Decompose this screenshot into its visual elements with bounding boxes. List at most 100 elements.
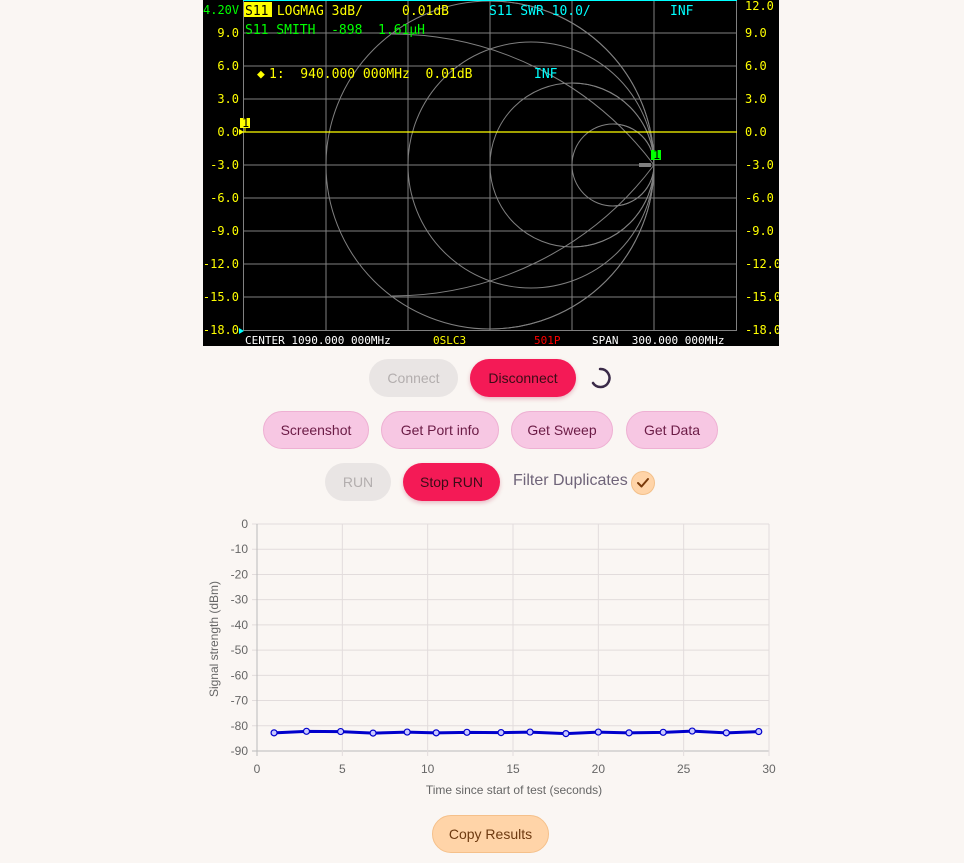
get-sweep-button[interactable]: Get Sweep [511, 411, 613, 449]
marker-flag-green: 1 [639, 148, 661, 167]
y-tick-label: -80 [231, 719, 249, 733]
y-tick-label: -10 [231, 542, 249, 556]
y-tick-label: 0 [241, 517, 248, 531]
data-point [526, 728, 534, 736]
vna-screenshot: 1 1 4.20V S11 LOGMAG 3dB/ 0.01dB S11 SWR… [203, 0, 779, 346]
data-point [463, 728, 471, 736]
checkmark-icon [637, 478, 649, 488]
ch2-format: S11 SWR 10.0/ [489, 4, 591, 19]
data-point [497, 728, 505, 737]
filter-duplicates-label: Filter Duplicates [513, 472, 628, 489]
x-tick-label: 5 [339, 762, 346, 776]
get-port-info-button[interactable]: Get Port info [381, 411, 499, 449]
data-point [625, 729, 633, 737]
right-tick-label: 6.0 [745, 59, 767, 73]
x-tick-label: 10 [421, 762, 435, 776]
y-tick-label: -90 [231, 744, 249, 758]
disconnect-button[interactable]: Disconnect [470, 359, 576, 397]
x-tick-label: 15 [506, 762, 520, 776]
chart-grid [252, 523, 770, 756]
chart-series [270, 727, 763, 738]
right-tick-label: -15.0 [745, 290, 779, 304]
right-tick-label: -3.0 [745, 158, 774, 172]
left-tick-label: 3.0 [217, 92, 239, 106]
right-tick-label: -6.0 [745, 191, 774, 205]
right-tick-label: -9.0 [745, 224, 774, 238]
y-tick-label: -40 [231, 618, 249, 632]
data-point [270, 729, 278, 737]
calibration-status: 0SLC3 [433, 334, 466, 346]
stop-run-button[interactable]: Stop RUN [403, 463, 500, 501]
ch1-badge: S11 [245, 4, 268, 19]
get-data-button[interactable]: Get Data [626, 411, 718, 449]
center-frequency: CENTER 1090.000 000MHz [245, 334, 391, 346]
ch2-value: INF [670, 4, 694, 19]
x-axis-label: Time since start of test (seconds) [426, 783, 602, 797]
data-point [659, 728, 667, 736]
copy-results-button[interactable]: Copy Results [432, 815, 549, 853]
points-count: 501P [534, 334, 561, 346]
right-tick-label: 12.0 [745, 0, 774, 13]
filter-duplicates-checkbox[interactable] [631, 471, 655, 495]
battery-voltage: 4.20V [203, 3, 239, 17]
ch1-badge-bg [244, 2, 272, 17]
smith-chart [325, 0, 655, 330]
data-point [562, 729, 570, 738]
y-tick-label: -20 [231, 567, 249, 581]
run-button[interactable]: RUN [325, 463, 391, 501]
left-tick-label: -3.0 [210, 158, 239, 172]
left-tick-label: 9.0 [217, 26, 239, 40]
left-tick-label: -18.0 [203, 323, 239, 337]
data-point [432, 729, 440, 737]
ref-marker-cyan [239, 328, 244, 334]
marker-readout: 1: 940.000 000MHz 0.01dB [269, 67, 473, 82]
left-tick-label: -9.0 [210, 224, 239, 238]
left-scale: 9.0 6.0 3.0 0.0 -3.0 -6.0 -9.0 -12.0 -15.0 -18.0 [203, 26, 239, 337]
y-tick-label: -60 [231, 668, 249, 682]
data-point [594, 728, 602, 736]
right-tick-label: -18.0 [745, 323, 779, 337]
x-tick-label: 0 [254, 762, 261, 776]
data-point [403, 728, 411, 736]
right-tick-label: 0.0 [745, 125, 767, 139]
ref-marker-yellow [239, 129, 244, 135]
data-point [337, 727, 345, 736]
y-tick-label: -30 [231, 593, 249, 607]
svg-text:1: 1 [653, 148, 660, 162]
right-scale: 12.0 9.0 6.0 3.0 0.0 -3.0 -6.0 -9.0 -12.0 -15.0 -1… [745, 0, 779, 337]
vna-display: 1 1 4.20V S11 LOGMAG 3dB/ 0.01dB S11 SWR… [203, 0, 779, 346]
left-tick-label: 6.0 [217, 59, 239, 73]
marker-diamond-icon: ◆ [257, 67, 265, 82]
data-point [369, 729, 377, 737]
data-point [722, 729, 730, 737]
ch1-format: LOGMAG 3dB/ 0.01dB [269, 4, 449, 19]
left-tick-label: 0.0 [217, 125, 239, 139]
x-tick-label: 30 [762, 762, 776, 776]
y-tick-label: -70 [231, 694, 249, 708]
vna-grid [243, 0, 737, 331]
span-frequency: SPAN 300.000 000MHz [592, 334, 724, 346]
marker-flag-yellow: 1 [240, 116, 250, 132]
left-tick-label: -15.0 [203, 290, 239, 304]
right-tick-label: 9.0 [745, 26, 767, 40]
y-axis-label: Signal strength (dBm) [207, 581, 221, 697]
screenshot-button[interactable]: Screenshot [263, 411, 369, 449]
x-tick-label: 25 [677, 762, 691, 776]
loading-spinner-icon [591, 367, 611, 389]
marker-inf: INF [534, 67, 558, 82]
series-line [273, 729, 759, 736]
right-tick-label: -12.0 [745, 257, 779, 271]
left-tick-label: -12.0 [203, 257, 239, 271]
data-point [302, 727, 311, 735]
y-tick-label: -50 [231, 643, 249, 657]
x-tick-label: 20 [592, 762, 606, 776]
left-tick-label: -6.0 [210, 191, 239, 205]
signal-chart: 0 -10 -20 -30 -40 -50 -60 -70 -80 -90 0 5 10 15 20 25 30… [207, 517, 776, 797]
ch3-format: S11 SMITH -898 1.61µH [245, 23, 425, 38]
chart-ticks: 0 -10 -20 -30 -40 -50 -60 -70 -80 -90 0 5 10 15 20 25 30 [231, 517, 776, 776]
connect-button[interactable]: Connect [369, 359, 458, 397]
right-tick-label: 3.0 [745, 92, 767, 106]
svg-text:1: 1 [242, 116, 249, 130]
data-point [755, 727, 763, 736]
data-point [688, 727, 696, 735]
